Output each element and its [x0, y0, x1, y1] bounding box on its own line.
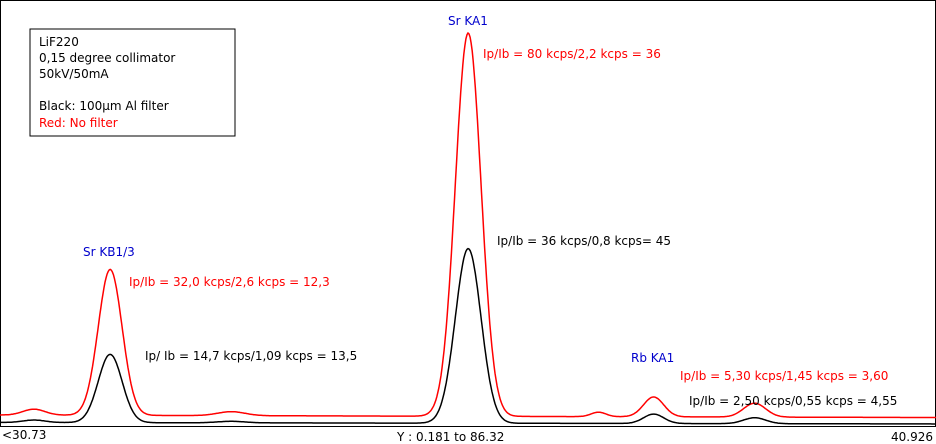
series-line-al-filter	[0, 247, 936, 425]
x-min-label: <30.73	[2, 428, 46, 442]
peak-label-sr-kb: Sr KB1/3	[83, 245, 135, 259]
peak-label-rb-ka: Rb KA1	[631, 351, 674, 365]
annotation-sr-kb-black: Ip/ Ib = 14,7 kcps/1,09 kcps = 13,5	[145, 349, 357, 363]
legend-red-label: Red: No filter	[39, 116, 118, 130]
legend-line-tube: 50kV/50mA	[39, 67, 109, 81]
legend-box	[29, 28, 236, 137]
legend-line-collimator: 0,15 degree collimator	[39, 51, 175, 65]
legend-line-crystal: LiF220	[39, 35, 79, 49]
annotation-sr-kb-red: Ip/Ib = 32,0 kcps/2,6 kcps = 12,3	[129, 275, 330, 289]
peak-label-sr-ka: Sr KA1	[448, 14, 488, 28]
annotation-sr-ka-red: Ip/Ib = 80 kcps/2,2 kcps = 36	[483, 47, 661, 61]
legend: LiF220 0,15 degree collimator 50kV/50mA …	[29, 28, 236, 137]
annotation-sr-ka-black: Ip/Ib = 36 kcps/0,8 kcps= 45	[497, 234, 671, 248]
series-line-no-filter	[0, 31, 936, 419]
x-max-label: 40.926	[891, 430, 933, 444]
y-range-label: Y : 0.181 to 86.32	[396, 430, 504, 444]
annotation-rb-ka-black: Ip/Ib = 2,50 kcps/0,55 kcps = 4,55	[689, 394, 897, 408]
annotation-rb-ka-red: Ip/Ib = 5,30 kcps/1,45 kcps = 3,60	[680, 369, 888, 383]
legend-black-label: Black: 100µm Al filter	[39, 99, 169, 113]
